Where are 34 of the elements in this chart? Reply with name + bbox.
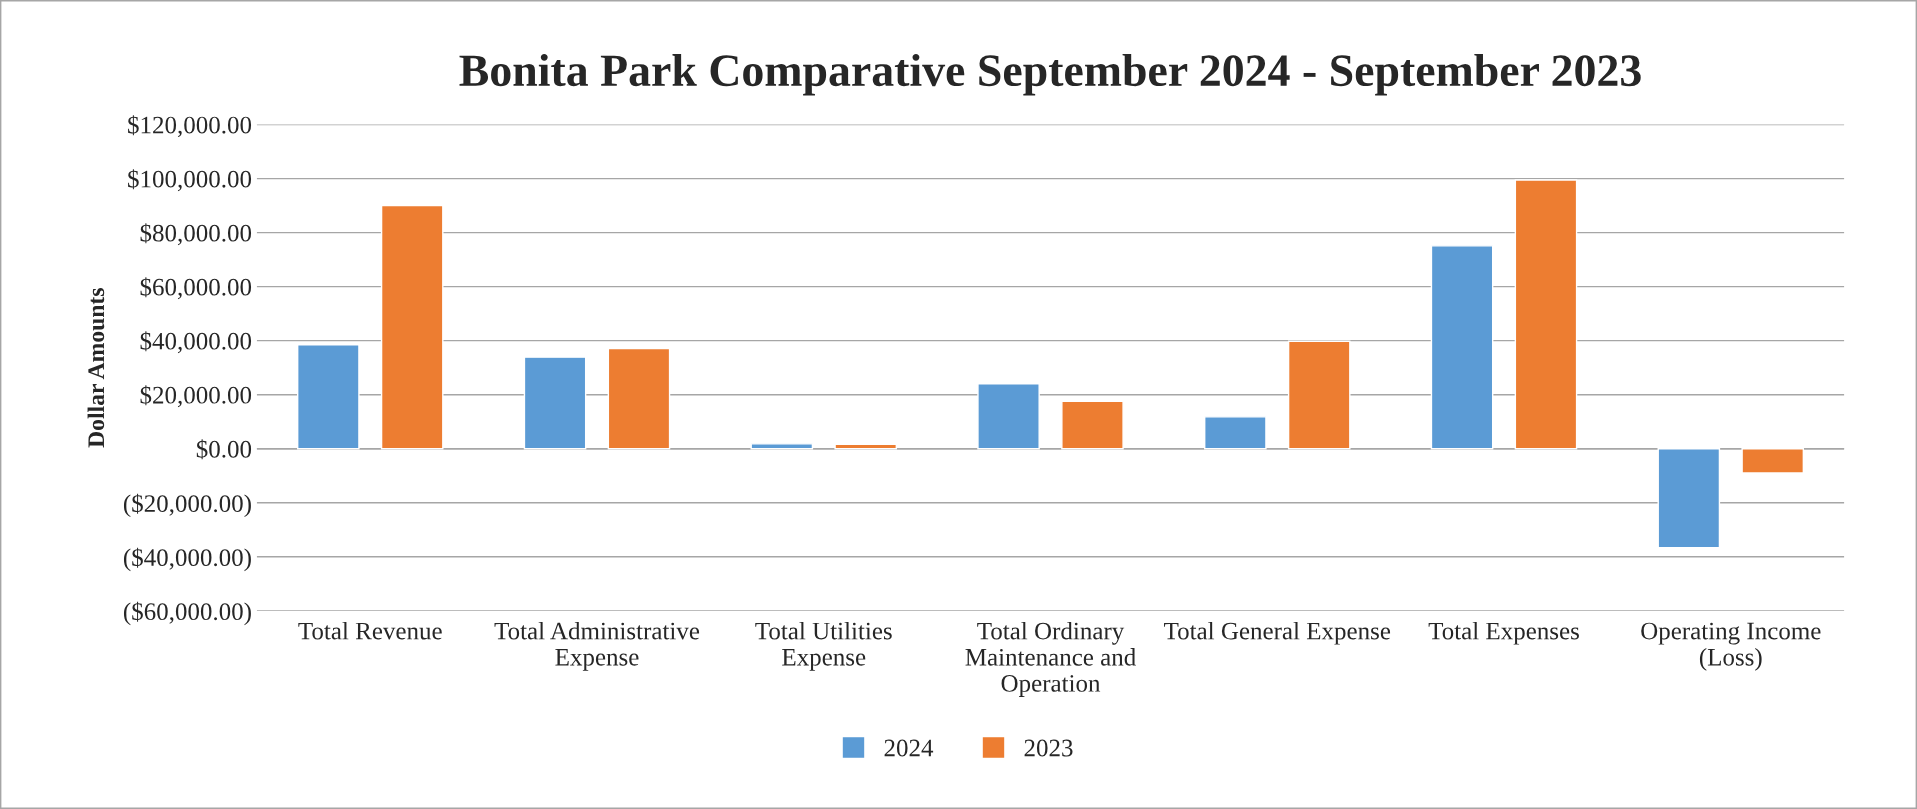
bar <box>380 204 444 450</box>
x-tick-label: Total Administrative Expense <box>494 621 700 671</box>
y-tick-label: $0.00 <box>196 439 252 460</box>
bar <box>1657 448 1721 549</box>
bar <box>1514 179 1578 450</box>
bar <box>1287 340 1351 450</box>
y-tick-label: $100,000.00 <box>128 169 252 192</box>
bar <box>977 383 1040 450</box>
x-tick-label: Total Utilities Expense <box>755 621 892 671</box>
legend-label: 2024 <box>884 739 934 757</box>
bar <box>607 347 671 450</box>
y-tick-label: $80,000.00 <box>140 223 252 246</box>
y-tick-label: $120,000.00 <box>128 115 252 138</box>
bar <box>1430 245 1494 450</box>
y-tick-label: ($60,000.00) <box>123 601 251 626</box>
x-tick-label: Total General Expense <box>1164 621 1391 645</box>
x-tick-label: Operating Income (Loss) <box>1641 622 1821 671</box>
bar <box>1204 416 1267 450</box>
y-tick-label: $20,000.00 <box>140 385 252 408</box>
bar <box>296 344 360 450</box>
y-tick-label: ($20,000.00) <box>123 493 251 518</box>
legend-label: 2023 <box>1024 739 1073 757</box>
y-tick-label: ($40,000.00) <box>123 547 251 572</box>
bar <box>1061 400 1124 450</box>
x-tick-label: Total Ordinary Maintenance and Operation <box>965 621 1136 697</box>
y-tick-label: $40,000.00 <box>140 331 252 354</box>
bar <box>750 443 814 450</box>
bar <box>1741 448 1805 474</box>
x-tick-label: Total Expenses <box>1428 621 1579 645</box>
y-tick-label: $60,000.00 <box>140 277 252 300</box>
y-axis-title: Dollar Amounts <box>87 288 105 448</box>
chart-title: Bonita Park Comparative September 2024 - September 2023 <box>459 53 1641 96</box>
bar <box>523 356 587 450</box>
x-tick-label: Total Revenue <box>298 621 442 640</box>
